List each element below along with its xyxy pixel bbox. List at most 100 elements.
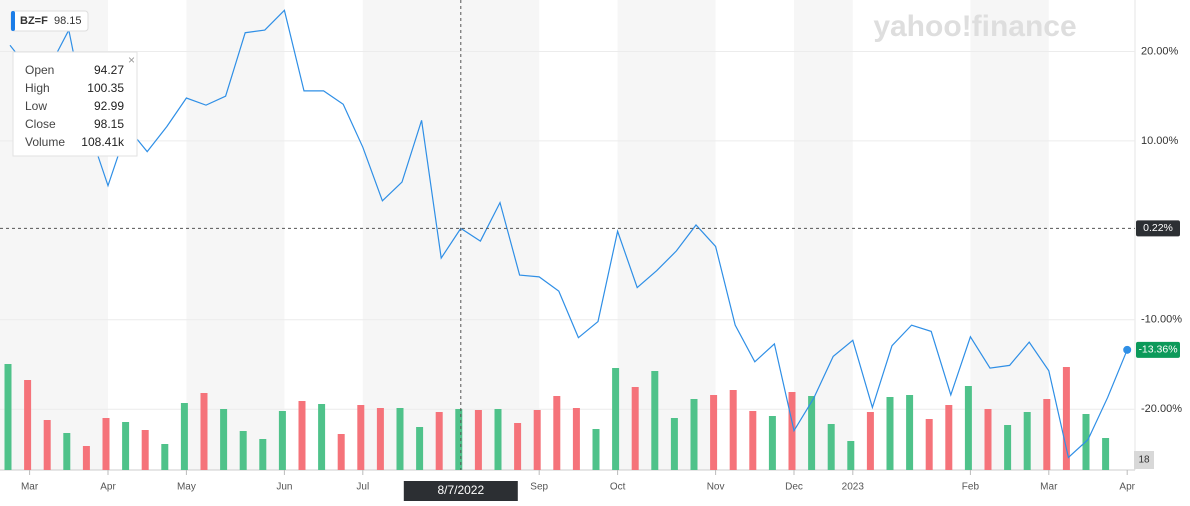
volume-bar <box>553 396 561 470</box>
volume-bar <box>259 439 267 470</box>
tooltip-label: Low <box>25 99 47 113</box>
volume-bar <box>886 397 894 470</box>
volume-bar <box>592 429 600 470</box>
x-tick-label: Jun <box>276 482 292 493</box>
volume-axis-label: 18 <box>1138 455 1150 466</box>
y-tick-label: 10.00% <box>1141 135 1179 147</box>
tooltip-label: Open <box>25 63 54 77</box>
volume-bar <box>82 446 90 470</box>
volume-bar <box>122 422 130 470</box>
volume-bar <box>63 433 71 470</box>
volume-bar <box>670 418 678 470</box>
tooltip-box <box>12 51 138 157</box>
x-tick-label: Mar <box>1040 482 1058 493</box>
tooltip-value: 108.41k <box>81 135 125 149</box>
volume-bar <box>533 410 541 470</box>
x-tick-label: Nov <box>707 482 725 493</box>
tooltip-label: High <box>25 81 50 95</box>
symbol: BZ=F <box>20 15 48 27</box>
y-tick-label: -10.00% <box>1141 314 1182 326</box>
volume-bar <box>24 380 32 470</box>
last-point <box>1123 345 1132 354</box>
volume-bar <box>1004 425 1012 470</box>
tooltip-close: × <box>128 53 135 67</box>
volume-bar <box>180 403 188 470</box>
volume-bar <box>729 390 737 470</box>
price: 98.15 <box>54 15 82 27</box>
month-stripe <box>970 0 1049 470</box>
volume-bar <box>357 405 365 470</box>
volume-bar <box>474 410 482 470</box>
volume-bar <box>337 434 345 470</box>
volume-bar <box>827 424 835 470</box>
volume-bar <box>43 420 51 470</box>
y-tick-label: 20.00% <box>1141 45 1179 57</box>
value-label-box <box>1136 220 1180 237</box>
volume-bar <box>612 368 620 470</box>
volume-bar <box>866 412 874 470</box>
volume-bar <box>416 427 424 470</box>
volume-bar <box>318 404 326 470</box>
volume-bar <box>102 418 110 470</box>
volume-bar <box>768 416 776 470</box>
tooltip-value: 94.27 <box>94 63 124 77</box>
volume-bar <box>239 431 247 470</box>
volume-bar <box>690 399 698 470</box>
symbol-marker <box>11 11 15 31</box>
volume-bar <box>710 395 718 470</box>
volume-bar <box>376 408 384 470</box>
crosshair-date-box <box>403 481 518 501</box>
x-tick-label: Sep <box>530 482 548 493</box>
volume-bar <box>572 408 580 470</box>
x-tick-label: Dec <box>785 482 803 493</box>
volume-bar <box>494 409 502 470</box>
volume-bar <box>298 401 306 470</box>
volume-bar <box>200 393 208 470</box>
volume-bar <box>161 444 169 470</box>
month-stripe <box>362 0 540 470</box>
value-label: -13.36% <box>1138 344 1177 356</box>
volume-bar <box>808 396 816 470</box>
tooltip-label: Close <box>25 117 56 131</box>
tooltip-label: Volume <box>25 135 65 149</box>
value-label: 0.22% <box>1143 222 1173 234</box>
x-tick-label: May <box>177 482 196 493</box>
volume-bar <box>847 441 855 470</box>
x-tick-label: Apr <box>100 482 116 493</box>
volume-bar <box>651 371 659 470</box>
volume-bar <box>435 412 443 470</box>
tooltip-value: 92.99 <box>94 99 124 113</box>
volume-bar <box>4 364 12 470</box>
tooltip-value: 98.15 <box>94 117 124 131</box>
x-tick-label: Oct <box>610 482 626 493</box>
x-tick-label: Apr <box>1119 482 1135 493</box>
watermark: yahoo!finance <box>873 10 1076 43</box>
volume-bar <box>1102 438 1110 470</box>
month-stripe <box>794 0 853 470</box>
volume-bar <box>278 411 286 470</box>
volume-bar <box>749 411 757 470</box>
volume-bar <box>906 395 914 470</box>
y-tick-label: -20.00% <box>1141 403 1182 415</box>
volume-bar <box>396 408 404 470</box>
volume-bar <box>1023 412 1031 470</box>
value-label-box <box>1136 341 1180 358</box>
x-tick-label: Feb <box>962 482 980 493</box>
volume-label-box <box>1134 451 1154 469</box>
volume-bar <box>925 419 933 470</box>
volume-bar <box>141 430 149 470</box>
x-tick-label: Jul <box>356 482 369 493</box>
volume-bar <box>1062 367 1070 470</box>
tooltip-value: 100.35 <box>87 81 124 95</box>
crosshair-date: 8/7/2022 <box>437 483 484 497</box>
price-line <box>9 9 1128 459</box>
x-tick-label: 2023 <box>842 482 865 493</box>
volume-bar <box>945 405 953 470</box>
volume-bar <box>220 409 228 470</box>
volume-bar <box>1043 399 1051 470</box>
volume-bar <box>984 409 992 470</box>
volume-bar <box>514 423 522 470</box>
volume-bar <box>455 409 463 470</box>
x-tick-label: Mar <box>21 482 39 493</box>
